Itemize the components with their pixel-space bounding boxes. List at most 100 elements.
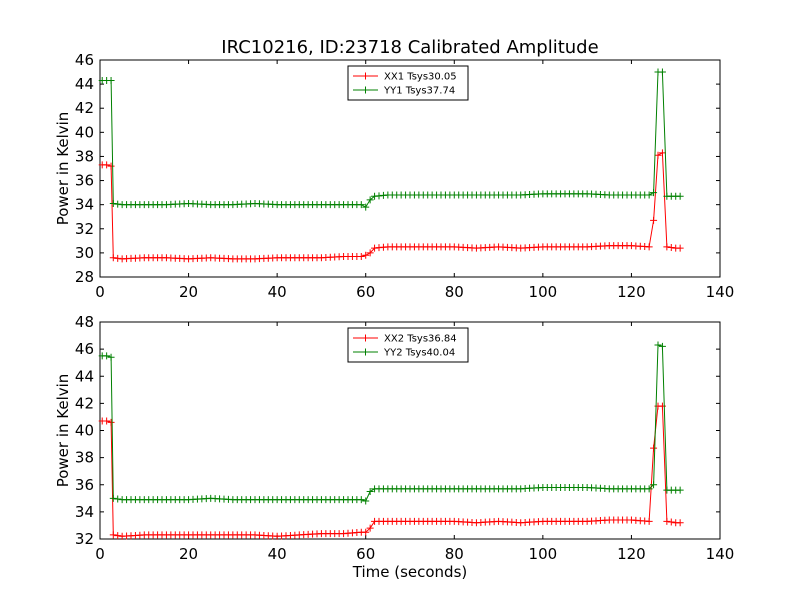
data-point [650, 189, 658, 197]
data-point [114, 495, 122, 503]
data-point [103, 417, 111, 425]
y-tick-label: 28 [75, 268, 94, 286]
legend: XX1 Tsys30.05 YY1 Tsys37.74 [347, 65, 469, 101]
data-point [366, 249, 374, 257]
data-point [658, 149, 666, 157]
y-tick-label: 30 [75, 244, 94, 262]
data-point [103, 161, 111, 169]
y-tick-label: 40 [75, 123, 94, 141]
data-point [366, 196, 374, 204]
data-point [650, 481, 658, 489]
x-tick-label: 120 [617, 283, 646, 301]
data-point [663, 517, 671, 525]
y-tick-label: 46 [75, 51, 94, 69]
data-point [366, 488, 374, 496]
data-point [109, 254, 117, 262]
data-point [109, 531, 117, 539]
y-axis-label: Power in Kelvin [54, 374, 72, 488]
y-tick-label: 48 [75, 313, 94, 331]
x-tick-label: 20 [179, 283, 198, 301]
data-point [654, 151, 662, 159]
y-tick-label: 34 [75, 503, 94, 521]
x-tick-label: 100 [529, 545, 558, 563]
legend-marker [362, 72, 369, 80]
legend: XX2 Tsys36.84 YY2 Tsys40.04 [347, 327, 469, 363]
series-markers-1 [98, 341, 684, 505]
x-tick-label: 80 [445, 283, 464, 301]
data-point [357, 201, 365, 209]
plot-frame [99, 59, 721, 278]
data-point [357, 253, 365, 261]
y-tick-label: 40 [75, 422, 94, 440]
legend-label: YY2 Tsys40.04 [383, 348, 455, 359]
y-tick-label: 44 [75, 367, 94, 385]
data-point [103, 352, 111, 360]
series-line-0 [102, 405, 681, 537]
data-point [114, 532, 122, 540]
x-tick-label: 60 [356, 545, 375, 563]
data-point [362, 497, 370, 505]
data-point [114, 200, 122, 208]
data-point [645, 485, 653, 493]
legend-marker [362, 334, 369, 342]
x-tick-label: 60 [356, 283, 375, 301]
y-tick-label: 36 [75, 172, 94, 190]
y-axis-label: Power in Kelvin [54, 112, 72, 226]
y-tick-label: 46 [75, 340, 94, 358]
legend-label: YY1 Tsys37.74 [383, 86, 455, 97]
data-point [654, 341, 662, 349]
y-tick-label: 44 [75, 75, 94, 93]
data-point [645, 243, 653, 251]
data-point [107, 162, 115, 170]
data-point [109, 199, 117, 207]
x-tick-label: 20 [179, 545, 198, 563]
data-point [357, 496, 365, 504]
data-point [658, 342, 666, 350]
data-point [362, 528, 370, 536]
y-tick-label: 42 [75, 99, 94, 117]
x-tick-label: 140 [706, 545, 735, 563]
legend-box [347, 65, 469, 101]
legend-marker [362, 86, 369, 94]
data-point [650, 444, 658, 452]
data-point [667, 243, 675, 251]
series-markers-0 [98, 402, 684, 540]
top-subplot: 0 20 40 60 80 100 120 140 28 30 32 34 36 38 40 42 44 46 Po… [54, 51, 734, 301]
data-point [107, 76, 115, 84]
x-tick-label: 80 [445, 545, 464, 563]
legend-box [347, 327, 469, 363]
data-point [650, 216, 658, 224]
x-tick-label: 0 [95, 545, 105, 563]
series-markers-0 [98, 149, 684, 263]
legend-marker [362, 348, 369, 356]
y-tick-label: 42 [75, 394, 94, 412]
data-point [676, 519, 684, 527]
chart-title: IRC10216, ID:23718 Calibrated Amplitude [221, 37, 598, 58]
legend-label: XX2 Tsys36.84 [384, 334, 457, 345]
y-tick-label: 38 [75, 147, 94, 165]
y-tick-label: 36 [75, 476, 94, 494]
y-tick-label: 34 [75, 196, 94, 214]
x-tick-label: 140 [706, 283, 735, 301]
data-point [676, 486, 684, 494]
x-tick-label: 40 [268, 545, 287, 563]
bottom-subplot: 0 20 40 60 80 100 120 140 32 34 36 38 40 42 44 46 48 Powe… [54, 313, 734, 581]
legend-label: XX1 Tsys30.05 [384, 72, 457, 83]
series-markers-1 [98, 68, 684, 211]
data-point [676, 244, 684, 252]
data-point [667, 518, 675, 526]
data-point [107, 418, 115, 426]
data-point [366, 524, 374, 532]
x-tick-label: 0 [95, 283, 105, 301]
y-tick-label: 38 [75, 449, 94, 467]
data-point [107, 353, 115, 361]
data-point [109, 494, 117, 502]
x-tick-label: 40 [268, 283, 287, 301]
data-point [663, 243, 671, 251]
data-point [114, 254, 122, 262]
data-point [362, 203, 370, 211]
data-point [658, 402, 666, 410]
x-tick-label: 100 [529, 283, 558, 301]
series-line-1 [102, 344, 681, 502]
